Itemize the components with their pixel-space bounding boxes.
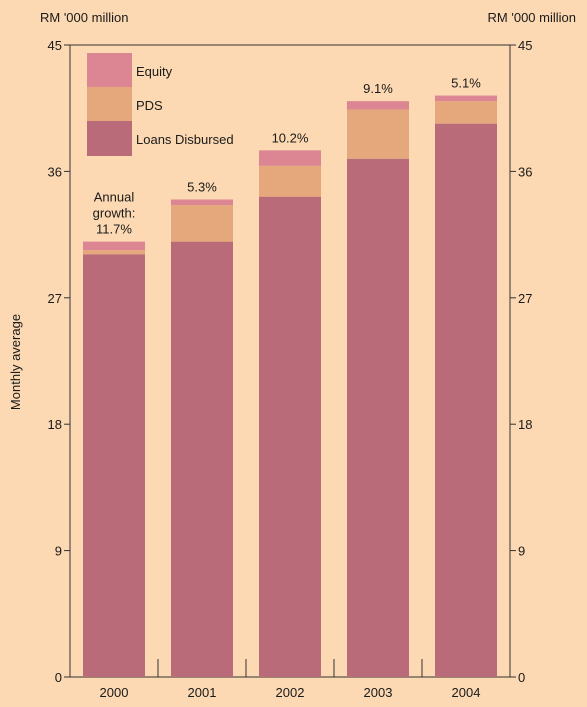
legend-label: Loans Disbursed	[136, 132, 234, 147]
growth-label: Annual growth: 11.7%	[93, 190, 136, 237]
bar-segment-equity	[347, 101, 409, 110]
y-tick-label-right: 45	[518, 38, 532, 53]
bar-segment-equity	[83, 241, 145, 251]
x-tick-label: 2000	[100, 685, 129, 700]
y-tick-label-left: 45	[48, 38, 62, 53]
y-tick-label-right: 18	[518, 417, 532, 432]
bar-segment-loans-disbursed	[83, 254, 145, 678]
bar-segment-pds	[259, 165, 321, 197]
bar-segment-pds	[171, 205, 233, 242]
x-tick-label: 2001	[188, 685, 217, 700]
left-unit-label: RM '000 million	[40, 10, 128, 25]
bar-segment-pds	[83, 250, 145, 255]
y-tick-label-left: 18	[48, 417, 62, 432]
bar-segment-loans-disbursed	[259, 196, 321, 677]
bar-segment-loans-disbursed	[347, 158, 409, 677]
growth-label: 10.2%	[272, 130, 309, 145]
legend-label: PDS	[136, 98, 163, 113]
y-tick-label-right: 27	[518, 291, 532, 306]
bar-segment-equity	[435, 95, 497, 102]
y-tick-label-left: 9	[55, 544, 62, 559]
bar-segment-pds	[435, 101, 497, 124]
y-tick-label-left: 36	[48, 164, 62, 179]
y-tick-label-right: 0	[518, 670, 525, 685]
y-tick-label-left: 27	[48, 291, 62, 306]
right-unit-label: RM '000 million	[488, 10, 576, 25]
y-axis-title: Monthly average	[8, 314, 23, 410]
x-tick-label: 2003	[364, 685, 393, 700]
bar-segment-loans-disbursed	[435, 123, 497, 678]
y-tick-label-right: 36	[518, 164, 532, 179]
bar-segment-equity	[171, 199, 233, 206]
legend-swatch	[87, 87, 132, 122]
legend-swatch	[87, 53, 132, 88]
growth-label: 5.1%	[451, 76, 481, 91]
y-tick-label-left: 0	[55, 670, 62, 685]
y-tick-label-right: 9	[518, 544, 525, 559]
x-tick-label: 2002	[276, 685, 305, 700]
growth-label: 5.3%	[187, 179, 217, 194]
x-tick-label: 2004	[452, 685, 481, 700]
bar-segment-pds	[347, 109, 409, 159]
legend-swatch	[87, 121, 132, 156]
bar-segment-equity	[259, 150, 321, 166]
bar-segment-loans-disbursed	[171, 241, 233, 677]
growth-label: 9.1%	[363, 81, 393, 96]
legend-label: Equity	[136, 64, 173, 79]
